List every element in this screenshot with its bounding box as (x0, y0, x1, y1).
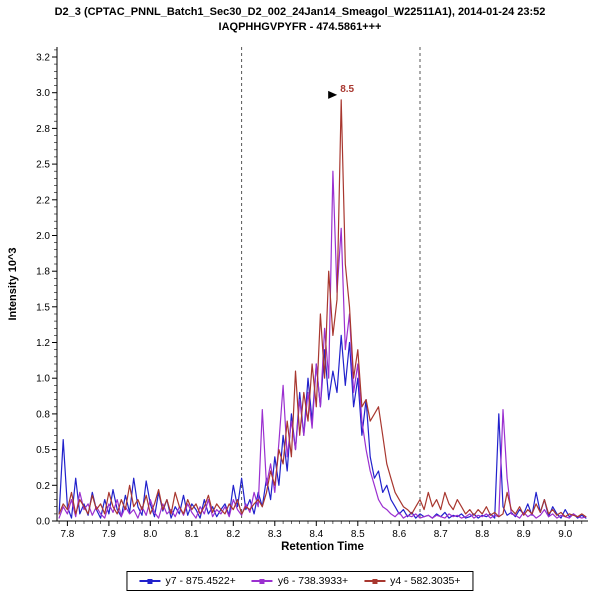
x-tick-label: 8.8 (475, 529, 489, 540)
legend-swatch-y6-icon (251, 578, 273, 584)
y-tick-label: 0.2 (36, 481, 50, 492)
x-tick-label: 8.5 (351, 529, 365, 540)
legend-swatch-y4-icon (364, 578, 386, 584)
legend-item-y7: y7 - 875.4522+ (139, 575, 236, 587)
y-tick-label: 2.8 (36, 124, 50, 135)
chromatogram-trace (58, 99, 587, 518)
legend-label-y6: y6 - 738.3933+ (277, 575, 349, 587)
x-tick-label: 7.9 (102, 529, 116, 540)
x-tick-label: 8.2 (226, 529, 240, 540)
x-tick-label: 8.7 (434, 529, 448, 540)
y-tick-label: 3.0 (36, 88, 50, 99)
y-tick-label: 0.0 (36, 517, 50, 528)
y-tick-label: 2.2 (36, 195, 50, 206)
chart-title: D2_3 (CPTAC_PNNL_Batch1_Sec30_D2_002_24J… (54, 6, 546, 18)
y-tick-label: 1.8 (36, 267, 50, 278)
peak-rt-label: 8.5 (340, 84, 354, 95)
y-tick-label: 1.2 (36, 338, 50, 349)
legend: y7 - 875.4522+ y6 - 738.3933+ y4 - 582.3… (126, 571, 474, 591)
y-tick-label: 3.2 (36, 53, 50, 64)
x-tick-label: 8.1 (185, 529, 199, 540)
y-axis-title: Intensity 10^3 (7, 247, 19, 321)
x-axis-title: Retention Time (281, 541, 364, 553)
legend-item-y6: y6 - 738.3933+ (251, 575, 349, 587)
legend-item-y4: y4 - 582.3035+ (364, 575, 461, 587)
x-tick-label: 8.3 (268, 529, 282, 540)
peptide-subtitle: IAQPHHGVPYFR - 474.5861+++ (218, 21, 382, 33)
y-tick-label: 2.0 (36, 231, 50, 242)
y-tick-label: 0.5 (36, 445, 50, 456)
x-tick-label: 9.0 (558, 529, 572, 540)
x-tick-label: 7.8 (60, 529, 74, 540)
y-tick-label: 2.5 (36, 160, 50, 171)
y-tick-label: 1.5 (36, 302, 50, 313)
legend-label-y4: y4 - 582.3035+ (390, 575, 461, 587)
y-tick-label: 0.8 (36, 409, 50, 420)
x-tick-label: 8.4 (309, 529, 323, 540)
peak-arrow-icon (328, 90, 338, 99)
y-tick-label: 1.0 (36, 374, 50, 385)
x-tick-label: 8.9 (517, 529, 531, 540)
legend-label-y7: y7 - 875.4522+ (165, 575, 236, 587)
x-tick-label: 8.6 (392, 529, 406, 540)
legend-swatch-y7-icon (139, 578, 161, 584)
x-tick-label: 8.0 (143, 529, 157, 540)
